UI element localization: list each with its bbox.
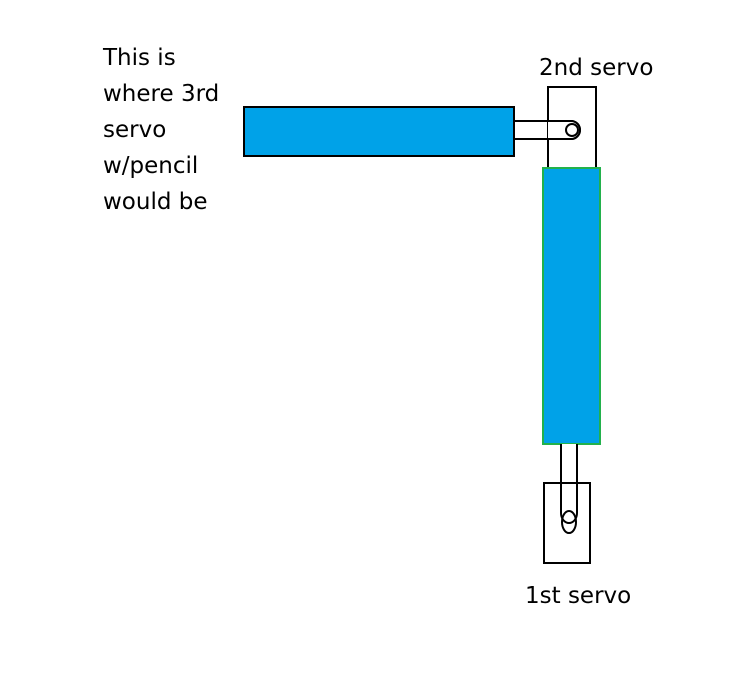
upper-arm	[243, 106, 515, 157]
note-line: w/pencil	[103, 153, 199, 179]
servo1-axle	[561, 510, 577, 534]
note-line: would be	[103, 189, 208, 215]
servo2-label: 2nd servo	[539, 55, 654, 81]
servo2-axle	[565, 123, 579, 137]
servo1-body	[543, 482, 591, 564]
third-servo-note: This is where 3rd servo w/pencil would b…	[103, 40, 219, 220]
servo2-shaft-overlay	[548, 120, 581, 140]
servo1-label: 1st servo	[525, 583, 632, 609]
note-line: This is	[103, 45, 176, 71]
lower-arm	[542, 167, 601, 445]
note-line: where 3rd	[103, 81, 220, 107]
note-line: servo	[103, 117, 167, 143]
